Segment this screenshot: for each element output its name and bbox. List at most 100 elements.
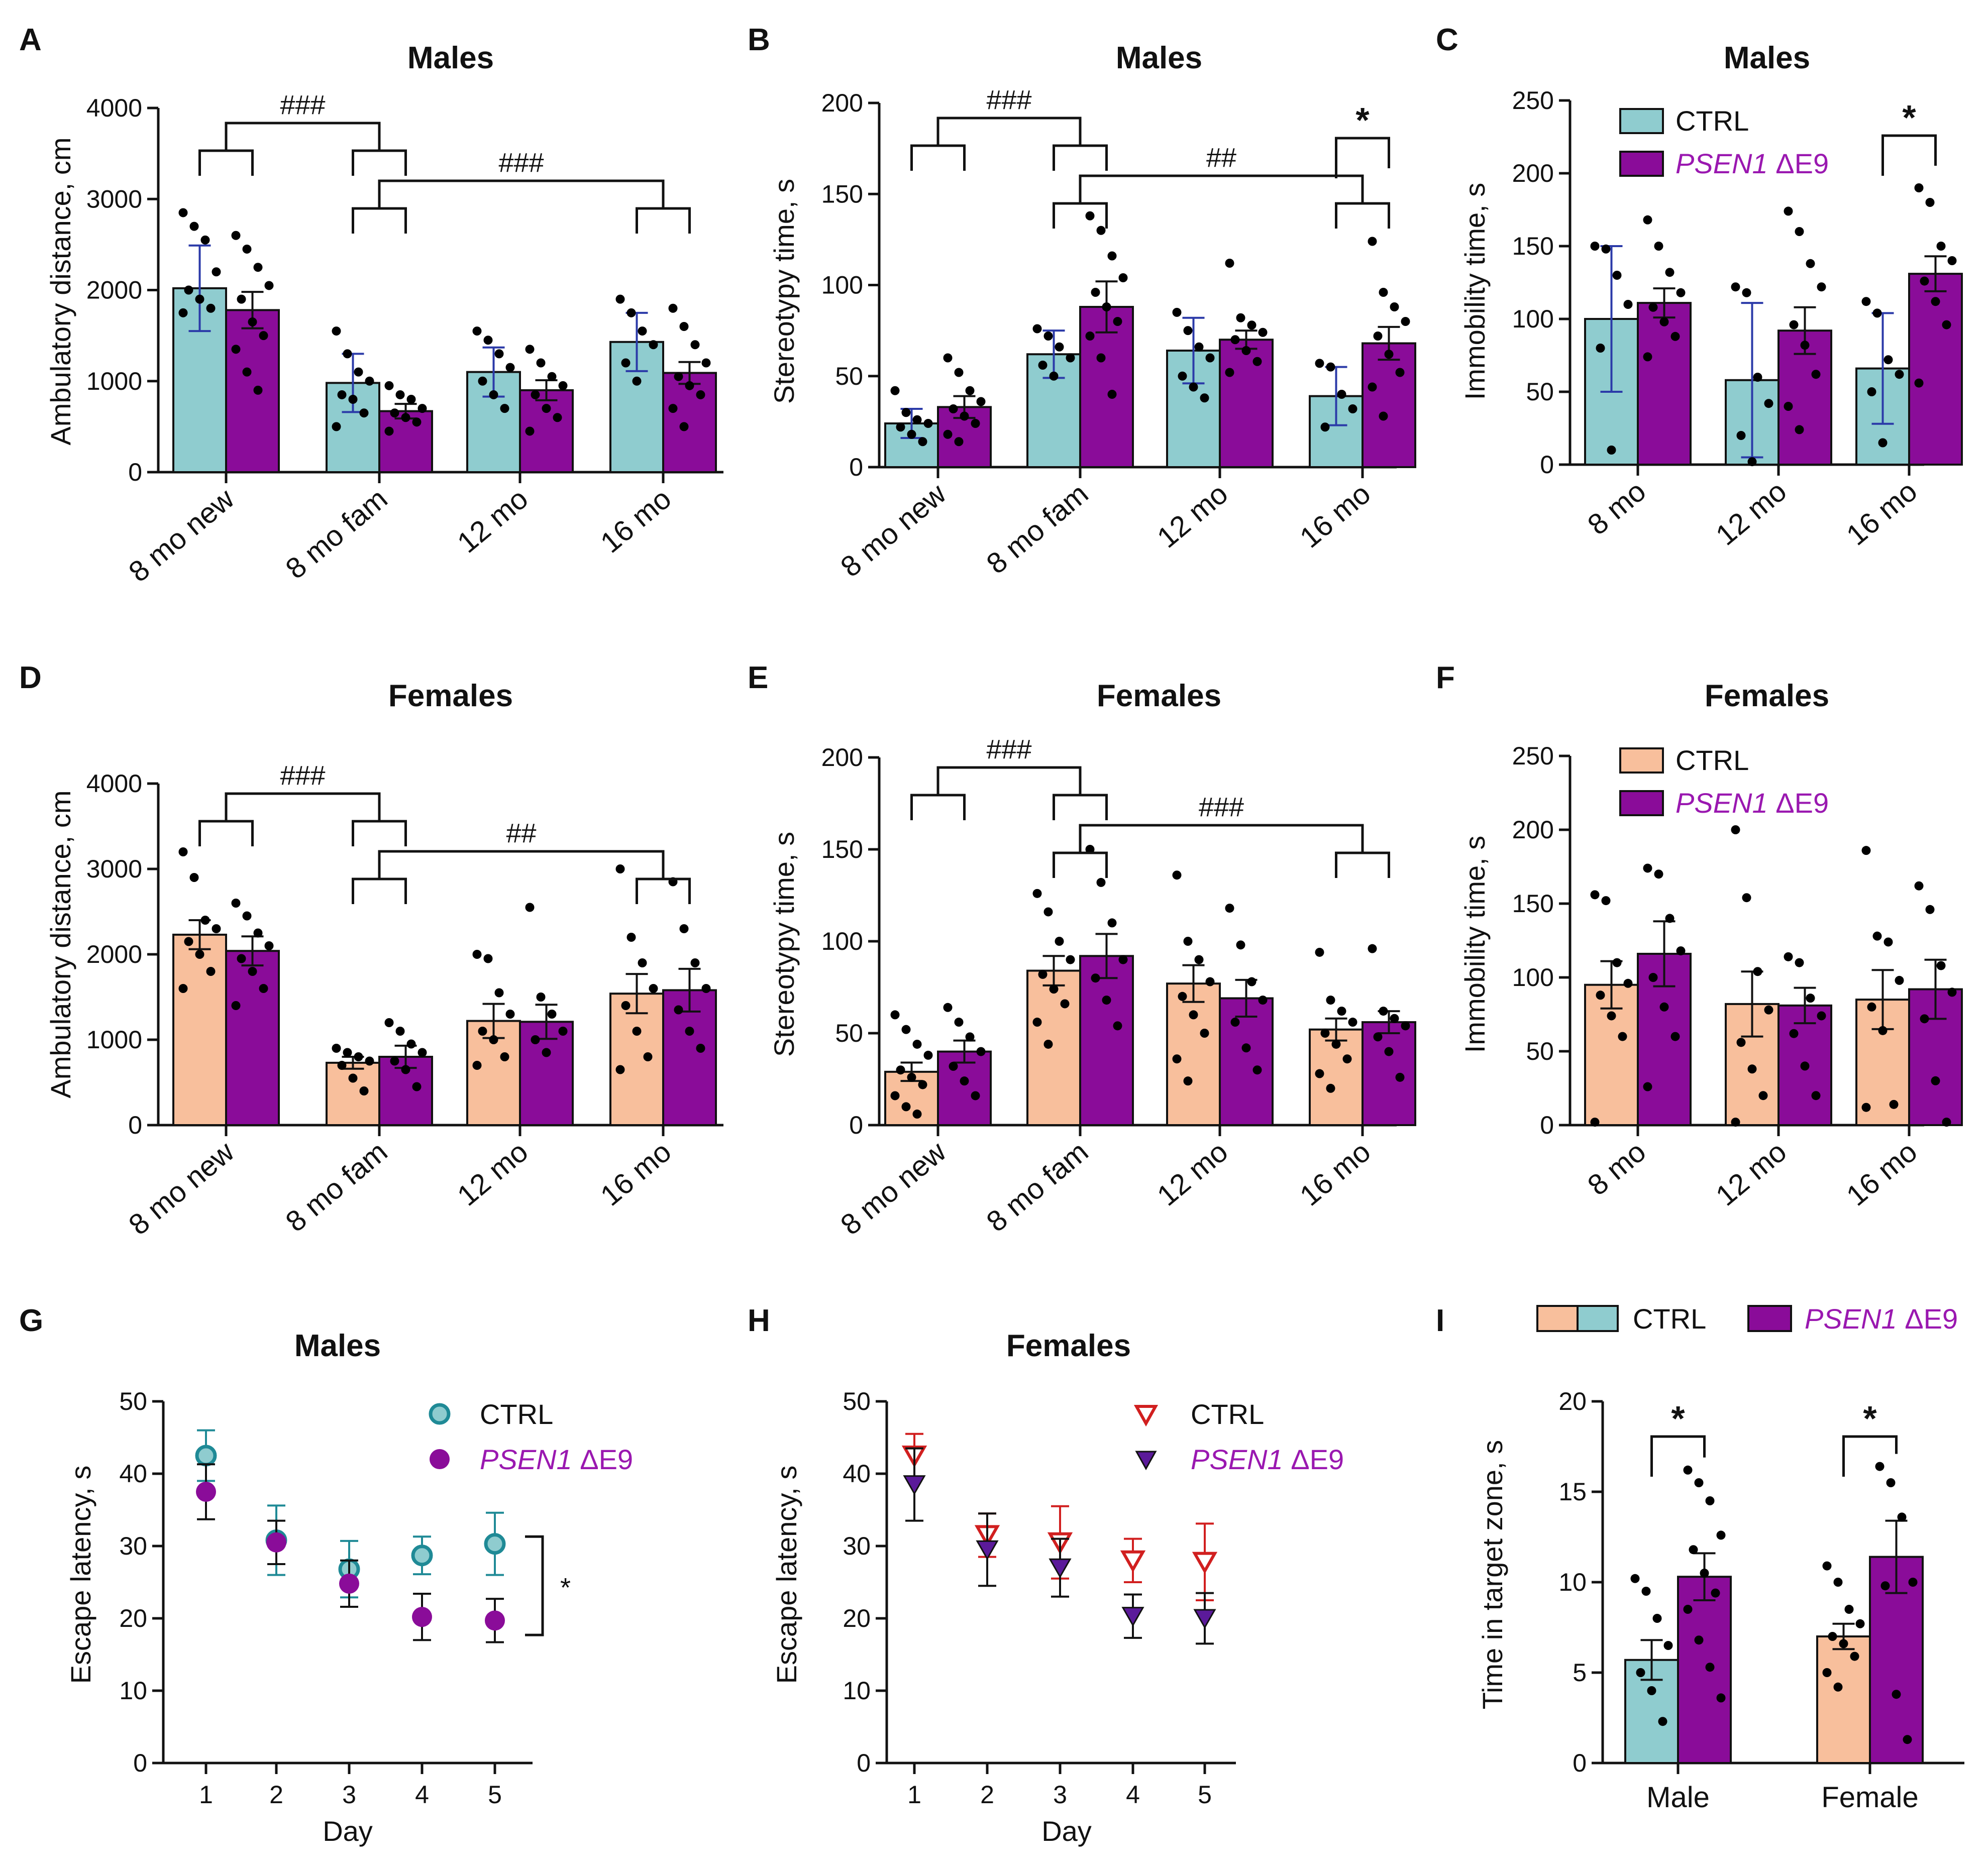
data-point-I xyxy=(1822,1668,1832,1677)
legend-I-psen-italic: PSEN1 xyxy=(1805,1303,1897,1335)
data-point-I xyxy=(1822,1561,1832,1571)
data-point-H-psen xyxy=(976,1540,999,1561)
data-point-E xyxy=(1225,904,1234,913)
data-point-C xyxy=(1895,370,1904,379)
data-point-F xyxy=(1654,869,1663,879)
x-tick-label-G: 5 xyxy=(488,1781,502,1809)
data-point-B xyxy=(1320,422,1330,432)
data-point-A xyxy=(231,231,241,240)
group-bracket-D xyxy=(636,877,691,904)
data-point-I xyxy=(1636,1668,1645,1677)
data-point-F xyxy=(1758,1091,1768,1100)
data-point-A xyxy=(184,285,193,295)
data-point-C xyxy=(1800,341,1810,350)
data-point-D xyxy=(679,924,689,933)
y-tick-label-C: 250 xyxy=(1512,86,1554,115)
data-point-B xyxy=(1236,313,1245,322)
data-point-F xyxy=(1643,1082,1652,1091)
y-tick-label-H: 20 xyxy=(843,1604,871,1632)
data-point-B xyxy=(1368,382,1377,392)
data-point-E xyxy=(1331,1039,1341,1049)
data-point-D xyxy=(248,967,257,976)
data-point-B xyxy=(949,404,958,413)
bar-E-psen xyxy=(1219,997,1274,1126)
data-point-B xyxy=(1225,259,1234,268)
data-point-E xyxy=(1055,937,1064,946)
data-point-E xyxy=(1390,1014,1399,1023)
data-point-A xyxy=(531,390,540,399)
data-point-I xyxy=(1833,1682,1843,1692)
data-point-A xyxy=(242,367,252,377)
x-category-label-E: 8 mo new xyxy=(834,1135,953,1241)
bar-F-psen xyxy=(1777,1004,1832,1126)
data-point-F xyxy=(1618,1032,1627,1041)
data-point-F xyxy=(1607,1011,1616,1021)
data-point-A xyxy=(395,390,405,399)
legend-G-psen-marker xyxy=(430,1449,450,1469)
data-point-D xyxy=(212,924,221,933)
data-point-A xyxy=(483,336,493,345)
data-point-E xyxy=(1326,996,1335,1005)
data-point-E xyxy=(976,1047,986,1056)
x-category-label-C: 8 mo xyxy=(1582,475,1652,541)
legend-H-ctrl-label: CTRL xyxy=(1191,1398,1264,1430)
data-point-D xyxy=(494,988,504,998)
group-bracket-B xyxy=(1053,144,1108,171)
data-point-C xyxy=(1789,320,1799,329)
data-point-I xyxy=(1716,1530,1726,1540)
data-point-E xyxy=(1194,955,1204,964)
data-point-I xyxy=(1705,1663,1715,1672)
data-point-A xyxy=(615,294,625,304)
data-point-I xyxy=(1903,1735,1912,1744)
data-point-B xyxy=(1038,361,1048,370)
data-point-D xyxy=(195,950,204,959)
data-point-C xyxy=(1742,288,1751,297)
group-bracket-E xyxy=(1053,851,1108,878)
data-point-A xyxy=(536,358,546,368)
x-category-label-A: 16 mo xyxy=(594,482,677,559)
data-point-E xyxy=(1113,1021,1122,1031)
data-point-D xyxy=(632,1027,642,1036)
x-category-label-A: 8 mo new xyxy=(123,482,241,588)
y-tick-label-H: 30 xyxy=(843,1532,871,1560)
data-point-A xyxy=(206,303,216,313)
data-point-E xyxy=(901,1025,911,1034)
data-point-I xyxy=(1897,1512,1907,1522)
data-point-F xyxy=(1800,1061,1810,1071)
data-point-D xyxy=(685,1027,694,1036)
data-point-D xyxy=(395,1027,405,1036)
x-category-label-B: 8 mo new xyxy=(834,477,953,583)
legend-G-ctrl-label: CTRL xyxy=(480,1398,553,1430)
y-tick-label-F: 0 xyxy=(1540,1111,1554,1139)
y-tick-label-D: 0 xyxy=(128,1111,142,1139)
data-point-F xyxy=(1878,1026,1888,1035)
legend-C-psen-italic: PSEN1 xyxy=(1676,148,1768,179)
data-point-E xyxy=(912,1110,922,1119)
data-point-E xyxy=(954,1018,964,1027)
data-point-E xyxy=(1091,973,1100,983)
data-point-C xyxy=(1795,425,1804,434)
data-point-B xyxy=(1379,411,1388,421)
data-point-B xyxy=(1194,342,1204,352)
data-point-A xyxy=(343,349,352,359)
y-tick-label-H: 50 xyxy=(843,1387,871,1415)
data-point-D xyxy=(638,958,647,967)
y-tick-label-B: 100 xyxy=(821,271,863,299)
bar-B-psen xyxy=(1362,342,1416,468)
x-tick-label-H: 2 xyxy=(980,1781,994,1809)
y-tick-label-F: 50 xyxy=(1526,1037,1554,1065)
data-point-C xyxy=(1795,227,1804,236)
data-point-C xyxy=(1936,242,1946,251)
data-point-A xyxy=(626,308,636,317)
panel-label-F: F xyxy=(1436,661,1455,695)
data-point-H-psen xyxy=(1049,1558,1072,1579)
data-point-D xyxy=(184,937,193,946)
bar-D-psen xyxy=(519,1021,574,1127)
panel-label-D: D xyxy=(19,661,42,695)
data-point-B xyxy=(1107,390,1117,399)
data-point-E xyxy=(1230,1018,1240,1027)
bar-E-ctrl xyxy=(1026,969,1081,1127)
data-point-D xyxy=(643,1052,653,1061)
